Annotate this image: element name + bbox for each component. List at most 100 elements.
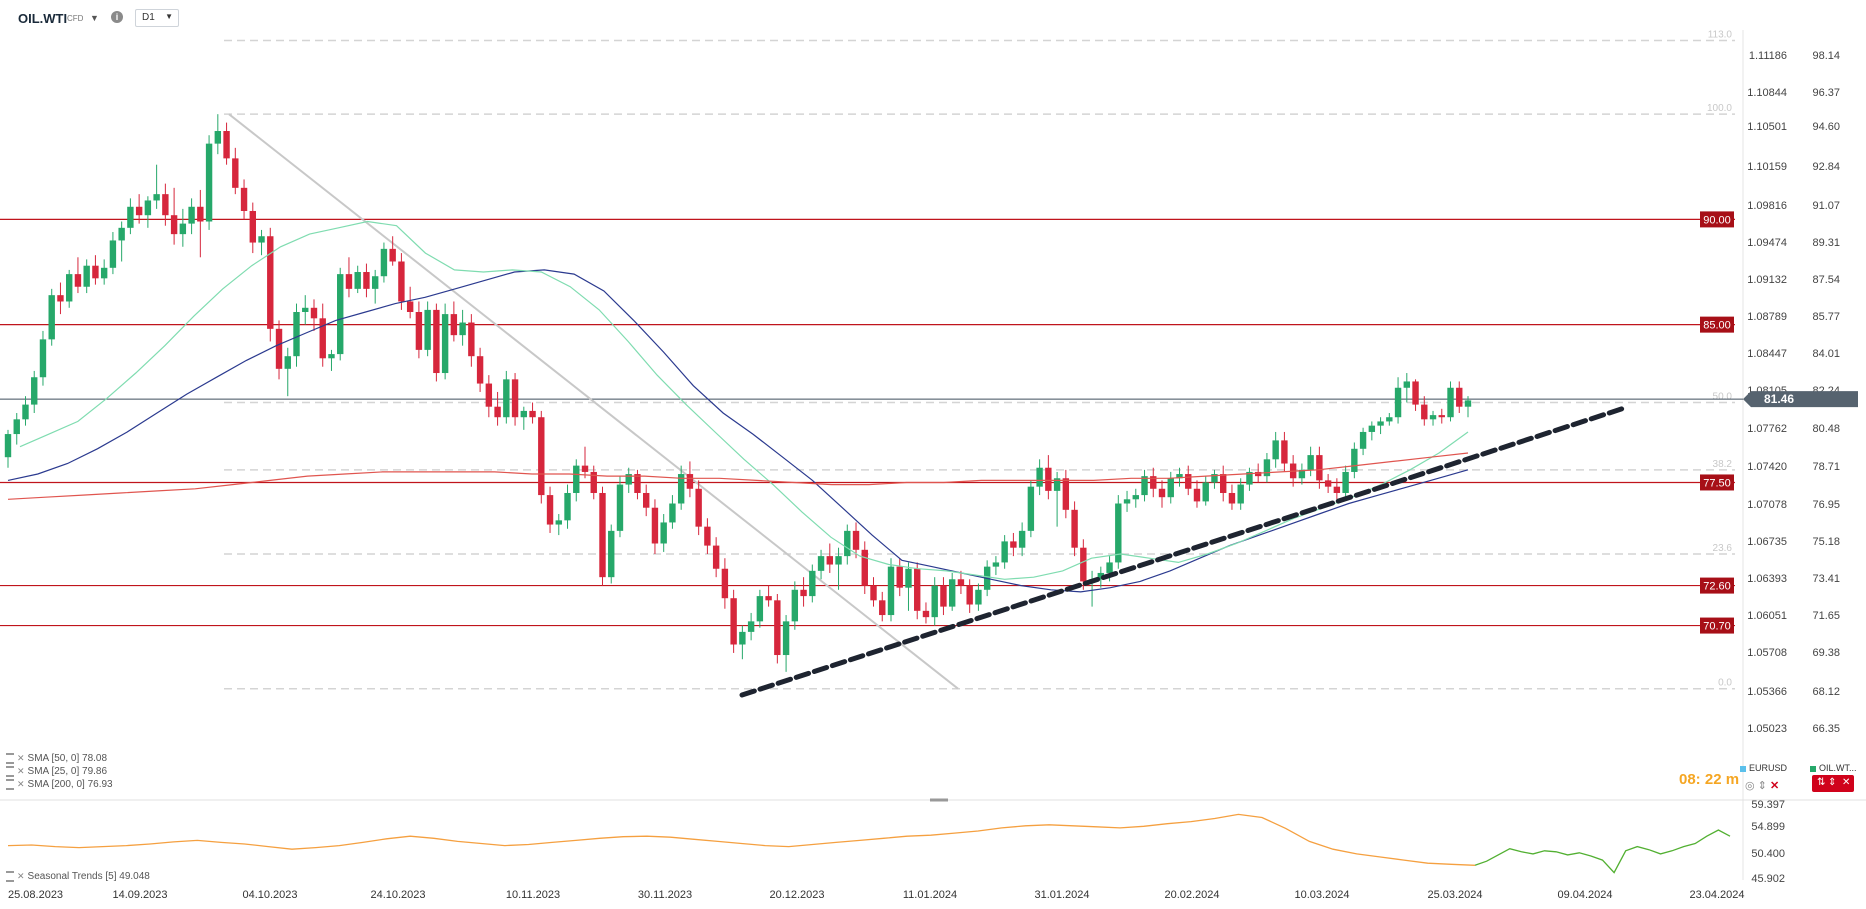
close-icon[interactable]: ✕ [17, 753, 25, 764]
close-icon[interactable]: ✕ [17, 871, 25, 882]
candle-bearish [267, 236, 274, 329]
candle-bearish [1010, 541, 1017, 548]
settings-icon[interactable] [6, 753, 14, 764]
oil-axis-tick-label: 73.41 [1812, 573, 1840, 585]
timeframe-select[interactable]: D1 ▼ [135, 9, 179, 27]
candle-bearish [1080, 547, 1087, 582]
candle-bearish [162, 194, 169, 216]
seasonal-legend[interactable]: ✕ Seasonal Trends [5] 49.048 [6, 871, 150, 882]
candle-bullish [1027, 486, 1035, 531]
candle-bullish [1386, 417, 1393, 422]
oil-axis-tick-label: 85.77 [1812, 311, 1840, 323]
candle-bullish [179, 223, 187, 235]
candle-bearish [896, 566, 903, 588]
settings-icon[interactable] [6, 779, 14, 790]
candle-bearish [170, 215, 178, 235]
candle-bullish [809, 570, 816, 597]
x-axis-tick-label: 14.09.2023 [112, 889, 167, 901]
candle-bullish [302, 307, 309, 312]
candle-bullish [520, 410, 528, 418]
candle-bullish [1298, 469, 1306, 479]
candle-countdown: 08: 22 m [1679, 771, 1740, 788]
candle-bearish [1456, 387, 1463, 407]
candle-bullish [1036, 467, 1043, 487]
candle-bullish [328, 354, 335, 359]
compare-label: EURUSD [1749, 763, 1788, 773]
candle-bearish [1220, 474, 1227, 493]
candle-bullish [284, 356, 291, 369]
x-axis-tick-label: 24.10.2023 [370, 889, 425, 901]
candle-bullish [975, 589, 982, 605]
candle-bullish [293, 312, 300, 357]
candle-bullish [1211, 474, 1218, 483]
candle-bullish [127, 206, 134, 228]
candle-bullish [1394, 387, 1402, 418]
settings-icon[interactable] [6, 766, 14, 777]
candle-bullish [100, 267, 108, 279]
x-axis-tick-label: 11.01.2024 [903, 889, 957, 901]
close-icon[interactable]: ✕ [17, 779, 25, 790]
candle-bullish [608, 530, 615, 578]
x-axis-tick-label: 23.04.2024 [1689, 889, 1744, 901]
info-icon[interactable]: i [111, 11, 123, 23]
x-axis-tick-label: 31.01.2024 [1034, 889, 1089, 901]
candle-bullish [931, 585, 938, 618]
candle-bearish [721, 568, 729, 599]
close-icon[interactable]: ✕ [1842, 777, 1851, 788]
oil-axis-tick-label: 98.14 [1812, 50, 1840, 62]
eurusd-axis-tick-label: 1.10159 [1747, 161, 1787, 173]
price-level-tag [1700, 577, 1734, 594]
fib-level-label: 23.6 [1713, 543, 1733, 554]
close-icon[interactable]: ✕ [1769, 780, 1780, 792]
candle-bullish [4, 434, 12, 458]
indicator-legend-sma25[interactable]: ✕ SMA [25, 0] 79.86 [6, 766, 107, 777]
sort-icon[interactable]: ⇕ [1828, 777, 1837, 788]
candle-bearish [861, 549, 868, 586]
candle-bearish [643, 492, 650, 508]
oil-axis-tick-label: 69.38 [1812, 647, 1840, 659]
candle-bullish [424, 309, 431, 350]
candle-bullish [205, 143, 213, 222]
indicator-legend-sma200[interactable]: ✕ SMA [200, 0] 76.93 [6, 779, 113, 790]
candle-bullish [1237, 484, 1244, 504]
eye-icon[interactable]: ◎ [1745, 780, 1755, 792]
candle-bullish [371, 276, 379, 289]
compare-eurusd[interactable]: EURUSD [1740, 763, 1787, 773]
eurusd-axis-tick-label: 1.06393 [1747, 573, 1787, 585]
candle-bullish [1263, 459, 1271, 477]
settings-icon[interactable] [6, 871, 14, 882]
candle-bearish [319, 318, 326, 359]
symbol-name[interactable]: OIL.WTI [18, 11, 68, 26]
eurusd-axis-tick-label: 1.08789 [1747, 311, 1787, 323]
candle-bearish [1228, 492, 1236, 504]
sma-200-line [7, 452, 1469, 500]
candle-bullish [1132, 495, 1139, 500]
candle-bearish [511, 379, 519, 418]
candle-bearish [450, 314, 458, 336]
candle-bullish [669, 503, 676, 523]
candle-bearish [1185, 474, 1192, 489]
candle-type-icon[interactable]: ⇅ [1817, 777, 1826, 788]
candle-bullish [1447, 387, 1454, 418]
sort-icon[interactable]: ⇕ [1757, 780, 1767, 792]
candle-bearish [852, 530, 860, 550]
candle-bearish [135, 206, 143, 216]
eurusd-axis-tick-label: 1.10844 [1747, 87, 1787, 99]
candle-bullish [756, 596, 764, 622]
eurusd-axis-tick-label: 1.11186 [1749, 50, 1787, 62]
candle-bearish [433, 309, 440, 374]
candle-bullish [459, 322, 466, 336]
candle-bullish [1106, 562, 1113, 573]
symbol-dropdown-icon[interactable]: ▼ [90, 13, 99, 23]
compare-oil[interactable]: OIL.WT... [1810, 763, 1857, 773]
indicator-label: SMA [50, 0] 78.08 [27, 753, 108, 765]
oil-overlay-tag[interactable]: ⇅ ⇕ ✕ [1812, 775, 1854, 792]
candle-bullish [1053, 478, 1061, 491]
close-icon[interactable]: ✕ [17, 766, 25, 777]
indicator-legend-sma50[interactable]: ✕ SMA [50, 0] 78.08 [6, 753, 107, 764]
candle-bullish [1351, 448, 1358, 472]
x-axis-tick-label: 10.11.2023 [506, 889, 560, 901]
eurusd-axis-tick-label: 1.08447 [1747, 348, 1787, 360]
x-axis-tick-label: 20.12.2023 [769, 889, 824, 901]
